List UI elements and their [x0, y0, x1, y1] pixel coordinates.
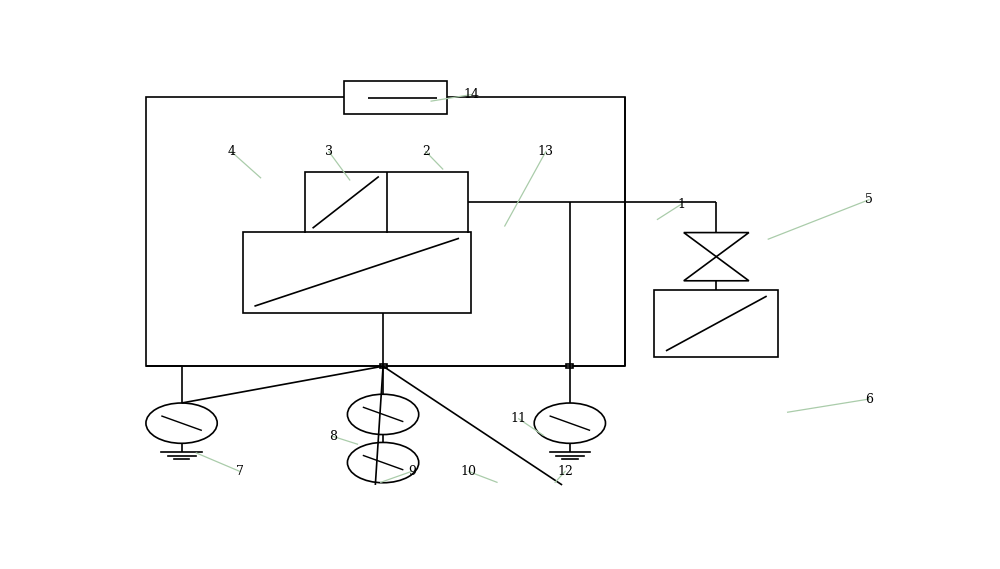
Text: 10: 10: [460, 465, 476, 478]
Text: 6: 6: [865, 393, 873, 406]
Text: 3: 3: [325, 145, 333, 158]
Text: 1: 1: [677, 197, 685, 211]
Text: 7: 7: [236, 465, 244, 478]
Circle shape: [347, 394, 419, 435]
Circle shape: [534, 403, 606, 443]
Polygon shape: [684, 233, 749, 257]
Bar: [654, 290, 778, 357]
Bar: [380, 364, 387, 368]
Bar: [305, 172, 468, 233]
Text: 4: 4: [227, 145, 235, 158]
Text: 8: 8: [329, 430, 337, 443]
Text: 9: 9: [408, 465, 416, 478]
Text: 2: 2: [422, 145, 430, 158]
Text: 11: 11: [511, 413, 527, 425]
Text: 12: 12: [557, 465, 573, 478]
Text: 5: 5: [865, 193, 873, 206]
Bar: [243, 232, 471, 313]
Bar: [146, 97, 625, 366]
Polygon shape: [684, 257, 749, 281]
Circle shape: [146, 403, 217, 443]
Circle shape: [347, 443, 419, 483]
Text: 13: 13: [538, 145, 554, 158]
Text: 14: 14: [463, 88, 479, 101]
Bar: [344, 81, 447, 114]
Bar: [566, 364, 573, 368]
